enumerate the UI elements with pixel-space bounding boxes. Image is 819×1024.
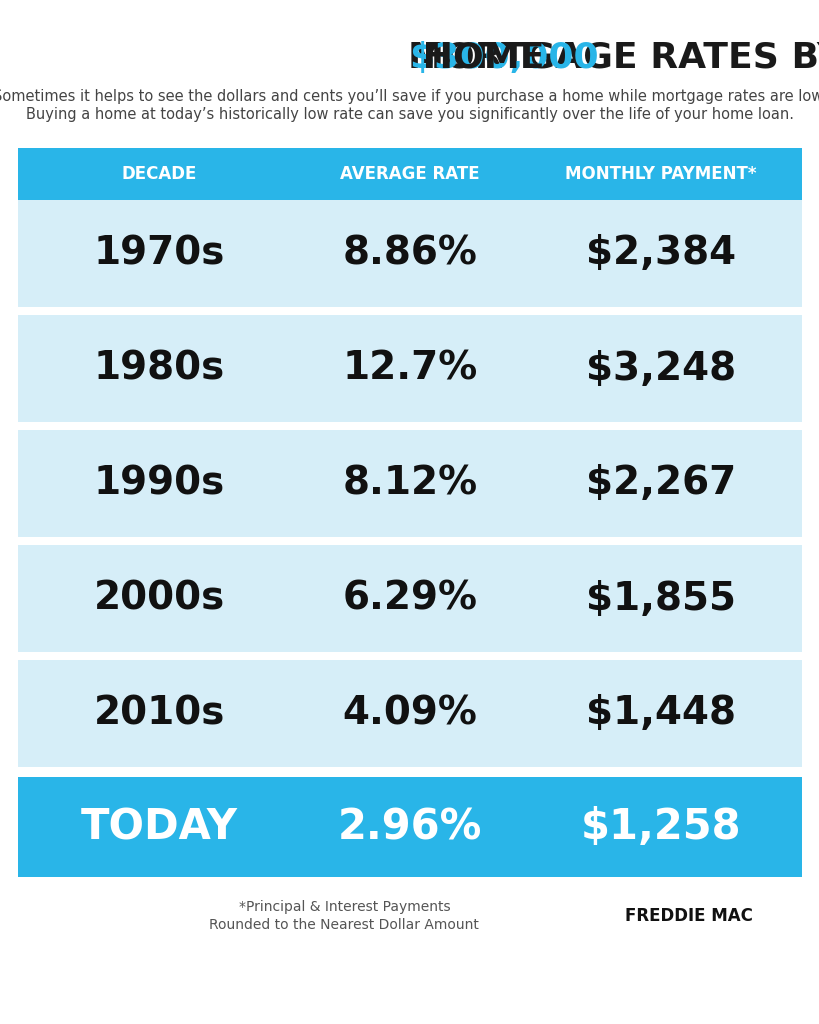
Text: HOME: HOME bbox=[410, 41, 545, 75]
Text: Buying a home at today’s historically low rate can save you significantly over t: Buying a home at today’s historically lo… bbox=[26, 106, 793, 122]
Text: FREDDIE MAC: FREDDIE MAC bbox=[624, 907, 752, 925]
Text: 1970s: 1970s bbox=[93, 234, 224, 272]
Text: 2000s: 2000s bbox=[93, 580, 224, 617]
Bar bbox=[18, 307, 801, 315]
Text: AVERAGE RATE: AVERAGE RATE bbox=[340, 165, 479, 183]
Text: 1980s: 1980s bbox=[93, 349, 224, 387]
Text: 8.86%: 8.86% bbox=[342, 234, 477, 272]
Text: $1,448: $1,448 bbox=[585, 694, 735, 732]
Text: DECADE: DECADE bbox=[121, 165, 197, 183]
Text: 12.7%: 12.7% bbox=[342, 349, 477, 387]
Text: $1,855: $1,855 bbox=[585, 580, 735, 617]
Text: 1990s: 1990s bbox=[93, 465, 224, 503]
Bar bbox=[18, 315, 801, 422]
Bar bbox=[18, 652, 801, 660]
Text: $2,267: $2,267 bbox=[585, 465, 735, 503]
Text: $1,258: $1,258 bbox=[580, 806, 740, 848]
Text: $300,000: $300,000 bbox=[409, 41, 599, 75]
Bar bbox=[18, 545, 801, 652]
Bar bbox=[18, 148, 801, 200]
Bar bbox=[18, 777, 801, 877]
Text: 2.96%: 2.96% bbox=[337, 806, 482, 848]
Bar bbox=[18, 200, 801, 307]
Text: 8.12%: 8.12% bbox=[342, 465, 477, 503]
Text: 2010s: 2010s bbox=[93, 694, 224, 732]
Text: Rounded to the Nearest Dollar Amount: Rounded to the Nearest Dollar Amount bbox=[209, 918, 479, 932]
Bar bbox=[18, 422, 801, 430]
Text: 4.09%: 4.09% bbox=[342, 694, 477, 732]
Text: $3,248: $3,248 bbox=[585, 349, 735, 387]
Text: $2,384: $2,384 bbox=[585, 234, 735, 272]
Bar bbox=[18, 537, 801, 545]
Text: Sometimes it helps to see the dollars and cents you’ll save if you purchase a ho: Sometimes it helps to see the dollars an… bbox=[0, 88, 819, 103]
Text: MONTHLY PAYMENT*: MONTHLY PAYMENT* bbox=[564, 165, 756, 183]
Text: 6.29%: 6.29% bbox=[342, 580, 477, 617]
Bar bbox=[18, 767, 801, 777]
Text: MORTGAGE RATES BY DECADE FOR A: MORTGAGE RATES BY DECADE FOR A bbox=[408, 41, 819, 75]
Bar bbox=[18, 660, 801, 767]
Text: *Principal & Interest Payments: *Principal & Interest Payments bbox=[238, 900, 450, 914]
Text: TODAY: TODAY bbox=[80, 806, 238, 848]
Bar bbox=[18, 430, 801, 537]
